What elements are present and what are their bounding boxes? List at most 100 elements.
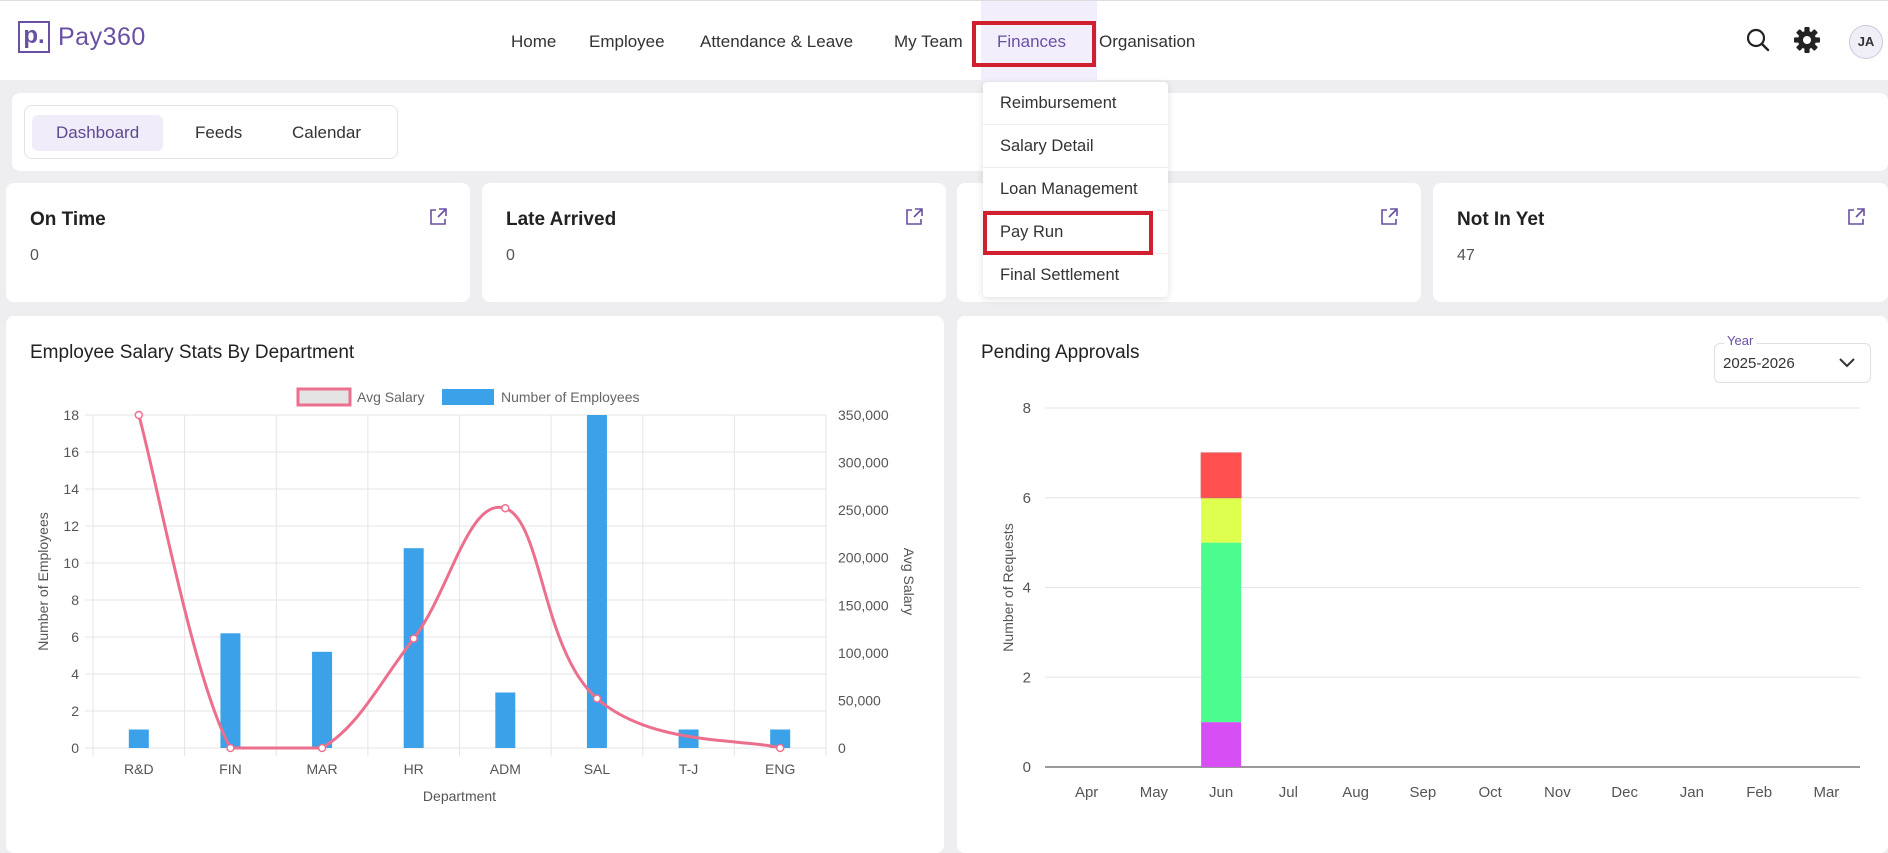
nav-active-background bbox=[981, 1, 1097, 81]
x-tick-label: Jun bbox=[1209, 784, 1233, 801]
stack-segment-jun bbox=[1200, 452, 1242, 499]
stat-card-not-in-yet: Not In Yet 47 bbox=[1433, 183, 1888, 302]
menu-item-final-settlement[interactable]: Final Settlement bbox=[1000, 266, 1120, 284]
stat-value: 47 bbox=[1457, 247, 1475, 264]
y-tick-label: 8 bbox=[1023, 400, 1031, 417]
y2-axis-label: Avg Salary bbox=[901, 548, 917, 615]
year-label: Year bbox=[1724, 333, 1757, 348]
x-tick-label: Jan bbox=[1680, 784, 1704, 801]
logo-mark: p. bbox=[18, 21, 50, 53]
y2-tick-label: 250,000 bbox=[838, 502, 889, 518]
nav-item-my-team[interactable]: My Team bbox=[894, 32, 963, 51]
point-avg-salary bbox=[134, 410, 144, 420]
external-link-icon[interactable] bbox=[428, 207, 448, 227]
x-tick-label: ADM bbox=[490, 761, 521, 777]
y-tick-label: 14 bbox=[63, 481, 79, 497]
stat-title: Not In Yet bbox=[1457, 209, 1545, 230]
y-tick-label: 4 bbox=[71, 666, 79, 682]
x-tick-label: R&D bbox=[124, 761, 154, 777]
x-tick-label: Dec bbox=[1611, 784, 1638, 801]
y2-tick-label: 100,000 bbox=[838, 645, 889, 661]
search-icon[interactable] bbox=[1743, 25, 1773, 55]
external-link-icon[interactable] bbox=[1846, 207, 1866, 227]
bar-mar bbox=[312, 651, 333, 748]
bar-eng bbox=[770, 729, 791, 748]
y-tick-label: 8 bbox=[71, 592, 79, 608]
y-tick-label: 2 bbox=[71, 703, 79, 719]
y-tick-label: 6 bbox=[1023, 490, 1031, 507]
y-tick-label: 2 bbox=[1023, 669, 1031, 686]
approvals-chart: 0 2 4 6 8 Number of Requests Apr May Jun Jul Aug Se… bbox=[1000, 400, 1860, 801]
chart-grid bbox=[85, 414, 827, 756]
year-select[interactable]: 2025-2026 bbox=[1714, 343, 1871, 383]
legend-label-employees: Number of Employees bbox=[501, 389, 640, 405]
menu-item-reimbursement[interactable]: Reimbursement bbox=[983, 82, 1168, 125]
y2-tick-label: 150,000 bbox=[838, 597, 889, 613]
x-tick-label: Apr bbox=[1075, 784, 1098, 801]
x-tick-label: FIN bbox=[219, 761, 242, 777]
x-tick-label: ENG bbox=[765, 761, 795, 777]
point-avg-salary bbox=[317, 743, 327, 753]
y2-tick-label: 300,000 bbox=[838, 455, 889, 471]
legend-swatch-avg-salary bbox=[296, 387, 352, 407]
y-tick-label: 0 bbox=[1023, 759, 1031, 776]
point-avg-salary bbox=[592, 694, 602, 703]
point-avg-salary bbox=[409, 634, 418, 643]
x-tick-label: Oct bbox=[1478, 784, 1502, 801]
point-avg-salary bbox=[775, 743, 785, 753]
nav-item-employee[interactable]: Employee bbox=[589, 32, 665, 51]
y2-tick-label: 200,000 bbox=[838, 550, 889, 566]
card-title: Employee Salary Stats By Department bbox=[30, 342, 355, 363]
x-tick-label: Sep bbox=[1410, 784, 1437, 801]
stat-card-on-time: On Time 0 bbox=[6, 183, 470, 302]
x-tick-label: Jul bbox=[1279, 784, 1298, 801]
stat-value: 0 bbox=[506, 247, 515, 264]
menu-item-salary-detail[interactable]: Salary Detail bbox=[983, 125, 1168, 168]
pay-run-highlight-box bbox=[983, 211, 1153, 255]
y-axis-label: Number of Requests bbox=[1000, 523, 1016, 651]
nav-item-finances[interactable]: Finances bbox=[997, 32, 1066, 51]
year-value: 2025-2026 bbox=[1723, 355, 1795, 372]
y-tick-label: 6 bbox=[71, 629, 79, 645]
bar-rd bbox=[128, 729, 149, 748]
nav-item-home[interactable]: Home bbox=[511, 32, 557, 51]
finances-dropdown: Reimbursement Salary Detail Loan Managemen… bbox=[983, 82, 1168, 297]
y2-tick-label: 350,000 bbox=[838, 407, 889, 423]
user-avatar[interactable]: JA bbox=[1849, 25, 1883, 59]
y-tick-label: 0 bbox=[71, 740, 79, 756]
y-tick-label: 12 bbox=[63, 518, 79, 534]
nav-item-organisation[interactable]: Organisation bbox=[1099, 32, 1196, 51]
external-link-icon[interactable] bbox=[1379, 207, 1399, 227]
x-tick-label: Feb bbox=[1746, 784, 1772, 801]
tab-dashboard[interactable]: Dashboard bbox=[32, 115, 164, 151]
bar-hr bbox=[403, 548, 424, 748]
gear-icon[interactable] bbox=[1792, 25, 1822, 55]
view-tabs: Dashboard Feeds Calendar bbox=[24, 105, 398, 159]
menu-item-loan-management[interactable]: Loan Management bbox=[983, 168, 1168, 211]
point-avg-salary bbox=[226, 743, 235, 753]
x-tick-label: Mar bbox=[1813, 784, 1839, 801]
y-tick-label: 18 bbox=[63, 407, 79, 423]
bars-employees bbox=[128, 415, 791, 748]
app-logo[interactable]: p. Pay360 bbox=[18, 21, 146, 53]
x-tick-label: MAR bbox=[307, 761, 338, 777]
tab-feeds[interactable]: Feeds bbox=[195, 123, 243, 142]
stack-segment-jun bbox=[1201, 722, 1242, 767]
salary-stats-card: Employee Salary Stats By Department Avg … bbox=[6, 316, 944, 853]
x-tick-label: T-J bbox=[679, 761, 698, 777]
card-title: Pending Approvals bbox=[981, 342, 1140, 363]
nav-item-attendance-leave[interactable]: Attendance & Leave bbox=[700, 32, 854, 51]
chevron-down-icon bbox=[1839, 358, 1855, 368]
y-axis-label: Number of Employees bbox=[35, 512, 51, 651]
y-tick-label: 4 bbox=[1023, 580, 1031, 597]
legend-label-avg-salary: Avg Salary bbox=[357, 389, 424, 405]
chart-grid bbox=[1045, 407, 1860, 768]
x-tick-label: SAL bbox=[584, 761, 611, 777]
legend-swatch-employees bbox=[442, 389, 494, 405]
pending-approvals-card: Pending Approvals 0 2 4 6 8 Number of Request… bbox=[957, 316, 1888, 853]
external-link-icon[interactable] bbox=[904, 207, 924, 227]
bar-adm bbox=[495, 692, 516, 748]
stat-title: On Time bbox=[30, 209, 106, 230]
tab-calendar[interactable]: Calendar bbox=[292, 123, 361, 142]
top-header: p. Pay360 Home Employee Attendance & Leave… bbox=[0, 0, 1888, 81]
